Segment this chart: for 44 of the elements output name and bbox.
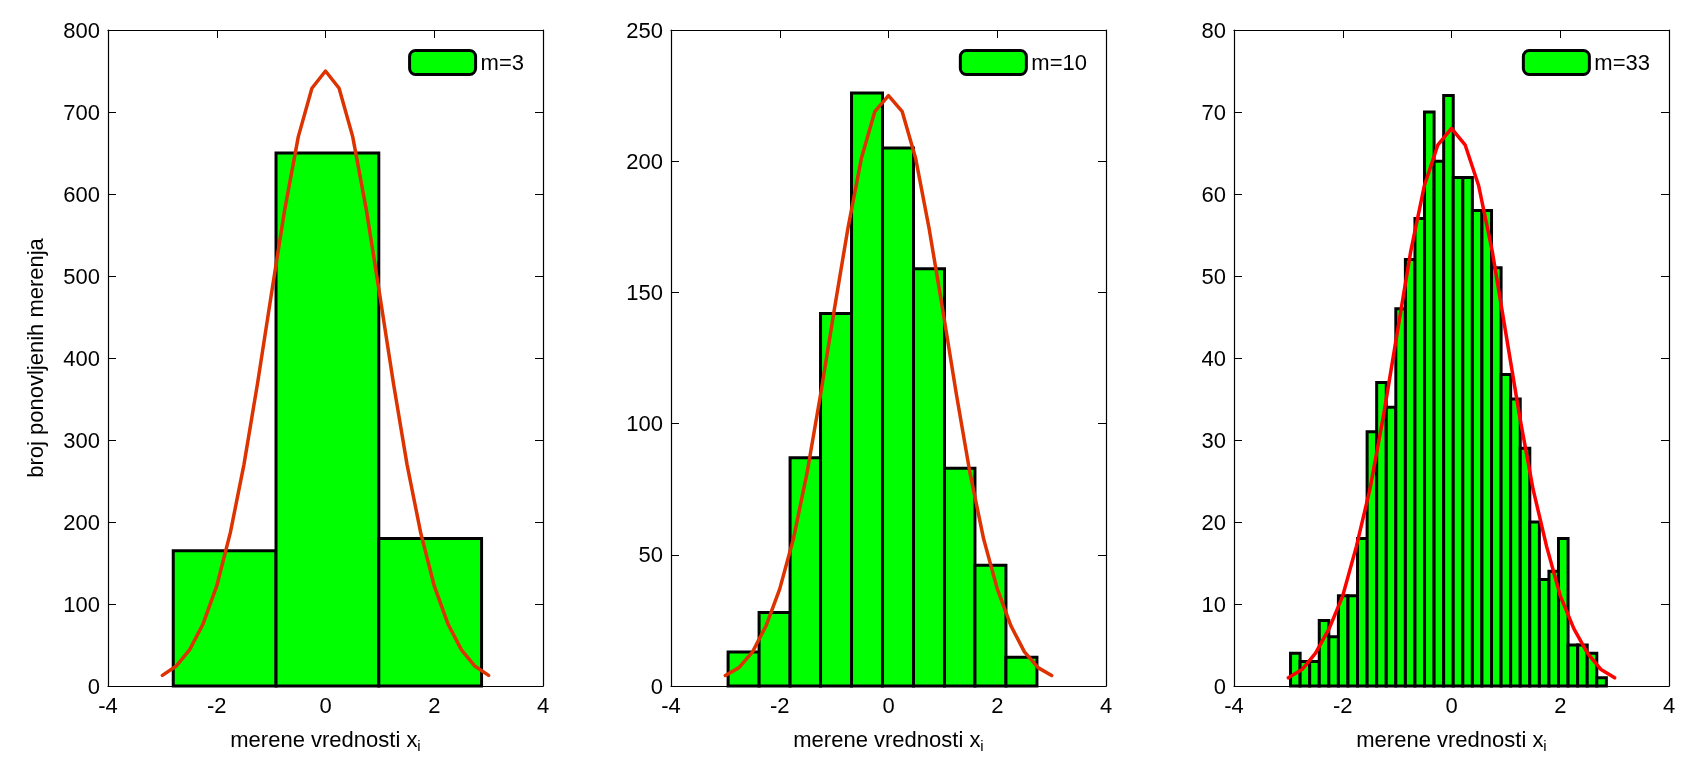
x-tick-label: 4: [536, 692, 550, 718]
x-tick-label: 4: [1662, 692, 1676, 718]
x-tick-label: -2: [1332, 692, 1353, 718]
x-tick-label: 0: [319, 692, 332, 718]
x-tick-label: -4: [98, 692, 118, 718]
x-tick-label: 2: [991, 692, 1004, 718]
legend-label: m=10: [1031, 50, 1088, 75]
y-tick-label: 0: [650, 673, 663, 699]
legend-label: m=33: [1594, 50, 1651, 75]
y-tick-label: 40: [1201, 345, 1226, 371]
line-series: [160, 69, 491, 678]
y-tick-label: 300: [63, 427, 100, 453]
y-tick-label: 800: [63, 17, 100, 43]
y-axis-title: broj ponovljenih merenja: [22, 237, 48, 478]
legend-label: m=3: [480, 50, 525, 75]
y-tick-label: 50: [1201, 263, 1226, 289]
x-tick-label: -4: [1224, 692, 1244, 718]
y-tick-label: 70: [1201, 99, 1226, 125]
y-tick-label: 200: [626, 148, 663, 174]
y-tick-label: 0: [1213, 673, 1226, 699]
x-tick-label: -2: [206, 692, 227, 718]
x-tick-label: -4: [661, 692, 681, 718]
y-tick-label: 50: [638, 542, 663, 568]
y-tick-label: 100: [63, 591, 100, 617]
y-tick-label: 700: [63, 99, 100, 125]
y-tick-label: 100: [626, 411, 663, 437]
y-tick-label: 150: [626, 279, 663, 305]
x-tick-label: 4: [1099, 692, 1113, 718]
y-tick-label: 600: [63, 181, 100, 207]
y-tick-label: 80: [1201, 17, 1226, 43]
y-tick-label: 60: [1201, 181, 1226, 207]
y-tick-label: 30: [1201, 427, 1226, 453]
x-tick-label: -2: [769, 692, 790, 718]
y-tick-label: 20: [1201, 509, 1226, 535]
y-tick-label: 200: [63, 509, 100, 535]
x-tick-label: 0: [1445, 692, 1458, 718]
x-tick-label: 2: [428, 692, 441, 718]
y-tick-label: 250: [626, 17, 663, 43]
x-tick-label: 2: [1554, 692, 1567, 718]
y-tick-label: 500: [63, 263, 100, 289]
y-tick-label: 400: [63, 345, 100, 371]
y-tick-label: 10: [1201, 591, 1226, 617]
x-tick-label: 0: [882, 692, 895, 718]
y-tick-label: 0: [87, 673, 100, 699]
